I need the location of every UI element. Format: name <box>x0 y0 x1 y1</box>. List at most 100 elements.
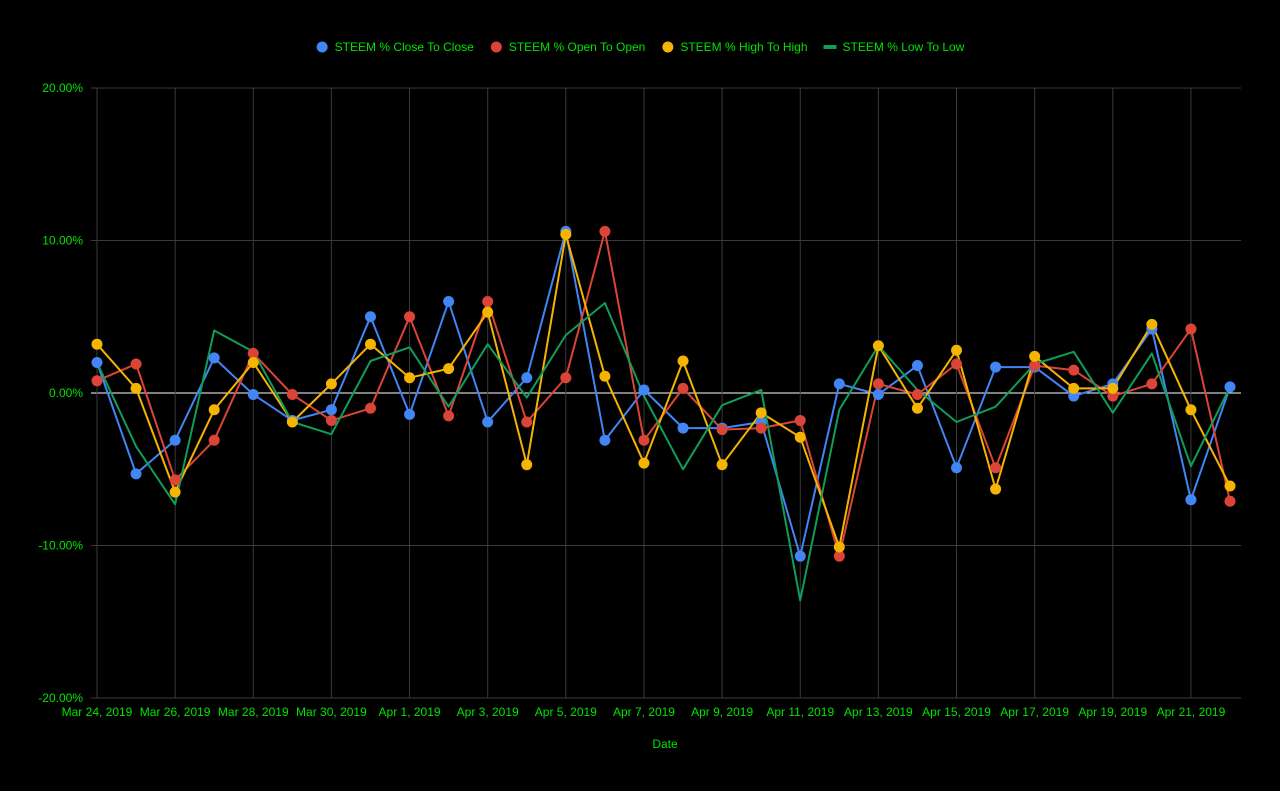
data-point <box>638 384 650 396</box>
data-point <box>1185 494 1197 506</box>
y-tick-label: 0.00% <box>49 386 83 400</box>
data-point <box>833 550 845 562</box>
legend-item: STEEM % High To High <box>662 40 808 54</box>
data-point <box>169 486 181 498</box>
legend-marker <box>823 45 837 49</box>
data-point <box>443 296 455 307</box>
x-tick-label: Mar 24, 2019 <box>62 705 133 719</box>
data-point <box>91 357 103 368</box>
data-point <box>1146 318 1158 330</box>
data-point <box>911 389 923 401</box>
legend-label: STEEM % Low To Low <box>843 40 965 54</box>
data-point <box>990 361 1002 373</box>
y-tick-label: -20.00% <box>38 691 83 705</box>
data-point <box>91 338 103 350</box>
series-layer <box>91 225 1236 602</box>
data-point <box>247 389 259 401</box>
data-point <box>716 459 728 471</box>
data-point <box>130 358 142 370</box>
x-tick-label: Apr 7, 2019 <box>613 705 675 719</box>
data-point <box>443 410 455 422</box>
data-point <box>872 378 884 390</box>
data-point <box>521 459 533 471</box>
data-point <box>169 474 181 486</box>
data-point <box>560 228 572 240</box>
data-point <box>325 414 337 426</box>
series-2-points <box>91 225 1236 562</box>
data-point <box>130 468 142 480</box>
data-point <box>1029 360 1041 372</box>
data-point <box>1224 495 1236 507</box>
data-point <box>1068 390 1080 402</box>
data-point <box>794 550 806 562</box>
data-point <box>951 462 963 474</box>
data-point <box>325 404 337 416</box>
series-line <box>96 233 1231 548</box>
data-point <box>286 416 298 428</box>
data-point <box>364 402 376 414</box>
x-tick-label: Apr 21, 2019 <box>1157 705 1226 719</box>
x-tick-label: Mar 26, 2019 <box>140 705 211 719</box>
data-point <box>638 434 650 446</box>
data-point <box>872 389 884 401</box>
data-point <box>599 225 611 237</box>
data-point <box>91 375 103 387</box>
legend-marker <box>316 41 328 53</box>
series-line <box>96 230 1231 558</box>
data-point <box>130 382 142 394</box>
data-point <box>677 382 689 394</box>
data-point <box>247 347 259 359</box>
data-point <box>404 408 416 420</box>
data-point <box>1185 323 1197 335</box>
data-point <box>833 541 845 553</box>
data-point <box>872 340 884 352</box>
series-line <box>96 230 1231 558</box>
legend-marker <box>662 41 674 53</box>
data-point <box>1185 404 1197 416</box>
x-tick-label: Apr 17, 2019 <box>1000 705 1069 719</box>
data-point <box>990 483 1002 495</box>
data-point <box>716 424 728 436</box>
data-point <box>482 296 494 307</box>
y-tick-label: -10.00% <box>38 539 83 553</box>
x-tick-label: Apr 5, 2019 <box>535 705 597 719</box>
data-point <box>638 457 650 469</box>
data-point <box>794 414 806 426</box>
data-point <box>1107 382 1119 394</box>
x-tick-label: Mar 28, 2019 <box>218 705 289 719</box>
x-axis-label: Date <box>652 737 678 751</box>
data-point <box>443 363 455 375</box>
data-point <box>951 344 963 356</box>
y-tick-label: 20.00% <box>42 81 83 95</box>
legend: STEEM % Close To Close STEEM % Open To Op… <box>316 40 965 54</box>
data-point <box>286 389 298 401</box>
data-point <box>1146 378 1158 390</box>
data-point <box>247 357 259 368</box>
data-point <box>1029 350 1041 362</box>
data-point <box>599 370 611 382</box>
data-point <box>1107 390 1119 402</box>
y-tick-label: 10.00% <box>42 234 83 248</box>
legend-item: STEEM % Low To Low <box>823 40 965 54</box>
data-point <box>1068 382 1080 394</box>
legend-item: STEEM % Open To Open <box>490 40 645 54</box>
data-point <box>990 462 1002 474</box>
legend-item: STEEM % Close To Close <box>316 40 474 54</box>
data-point <box>364 338 376 350</box>
y-axis: 20.00% 10.00% 0.00% -10.00% -20.00% <box>38 81 83 705</box>
data-point <box>482 306 494 318</box>
data-point <box>208 434 220 446</box>
series-4 <box>96 302 1231 602</box>
x-tick-label: Apr 15, 2019 <box>922 705 991 719</box>
data-point <box>677 355 689 367</box>
series-3-points <box>91 228 1236 553</box>
data-point <box>208 404 220 416</box>
data-point <box>482 416 494 428</box>
data-point <box>833 378 845 390</box>
x-tick-label: Apr 19, 2019 <box>1078 705 1147 719</box>
legend-marker <box>490 41 502 53</box>
data-point <box>599 434 611 446</box>
data-point <box>794 431 806 443</box>
x-tick-label: Apr 13, 2019 <box>844 705 913 719</box>
series-1-points <box>91 225 1236 562</box>
